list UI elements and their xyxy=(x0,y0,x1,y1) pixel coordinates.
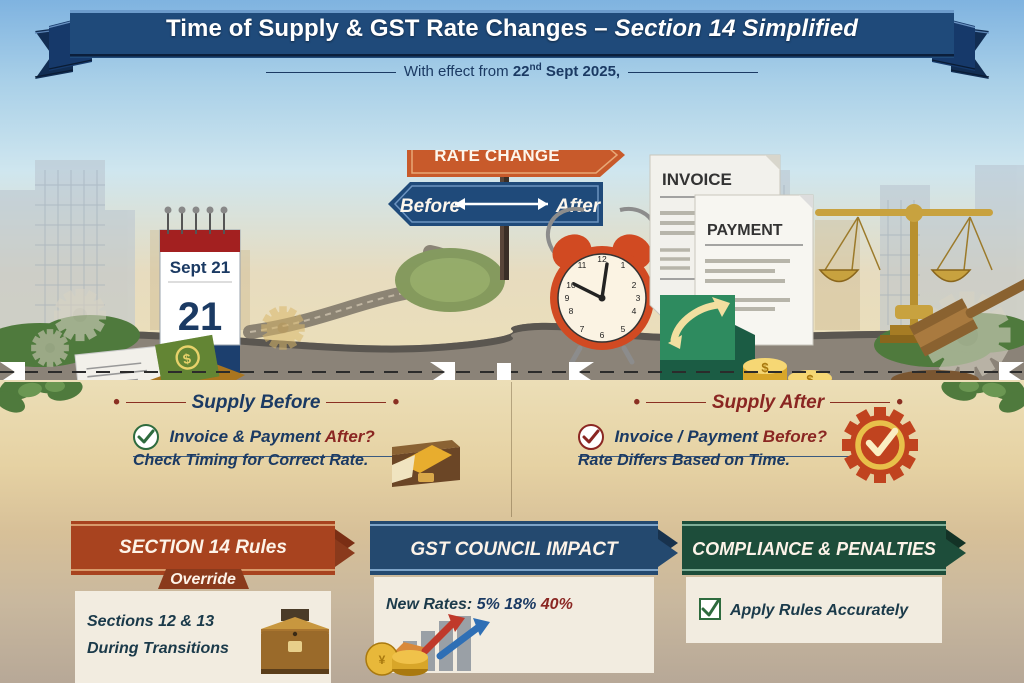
svg-text:Before: Before xyxy=(400,196,461,217)
svg-text:2: 2 xyxy=(632,280,637,290)
svg-text:RATE CHANGE: RATE CHANGE xyxy=(434,150,560,165)
svg-text:GST COUNCIL IMPACT: GST COUNCIL IMPACT xyxy=(410,539,619,560)
svg-text:Apply Rules Accurately: Apply Rules Accurately xyxy=(729,602,909,619)
svg-text:$: $ xyxy=(806,372,814,380)
svg-text:21: 21 xyxy=(178,295,223,339)
svg-text:6: 6 xyxy=(600,330,605,340)
svg-text:3: 3 xyxy=(636,293,641,303)
svg-text:During Transitions: During Transitions xyxy=(87,640,229,657)
svg-text:8: 8 xyxy=(569,306,574,316)
svg-text:1: 1 xyxy=(621,260,626,270)
svg-text:Override: Override xyxy=(170,571,236,588)
svg-text:9: 9 xyxy=(565,293,570,303)
svg-text:Sept 21: Sept 21 xyxy=(170,258,230,277)
svg-text:PAYMENT: PAYMENT xyxy=(707,222,783,239)
svg-text:¥: ¥ xyxy=(379,653,386,667)
svg-text:11: 11 xyxy=(578,260,587,270)
svg-text:Sections 12 & 13: Sections 12 & 13 xyxy=(87,613,214,630)
svg-text:5: 5 xyxy=(621,324,626,334)
svg-text:12: 12 xyxy=(597,254,607,264)
svg-text:7: 7 xyxy=(580,324,585,334)
svg-text:INVOICE: INVOICE xyxy=(662,170,732,189)
svg-text:SECTION 14 Rules: SECTION 14 Rules xyxy=(119,537,287,558)
svg-text:New Rates: 5% 18% 40%: New Rates: 5% 18% 40% xyxy=(386,596,573,613)
svg-text:4: 4 xyxy=(632,306,637,316)
svg-text:COMPLIANCE & PENALTIES: COMPLIANCE & PENALTIES xyxy=(692,539,936,559)
